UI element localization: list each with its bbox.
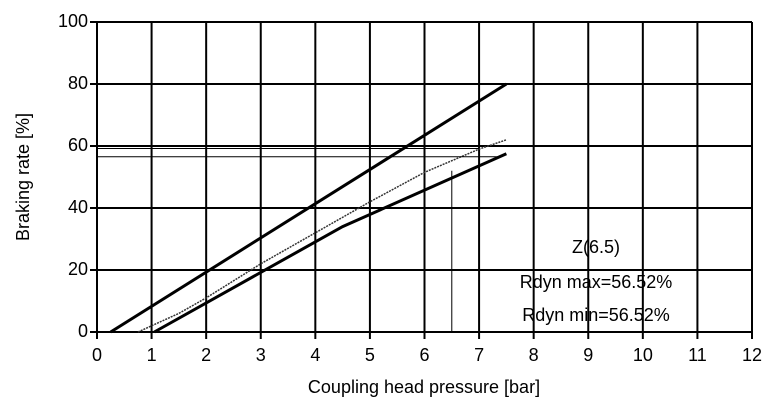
y-tick-label: 80 — [68, 73, 88, 93]
x-tick-label: 0 — [92, 345, 102, 365]
annotation: Rdyn max=56.52% — [520, 272, 673, 292]
x-tick-label: 3 — [256, 345, 266, 365]
x-axis-label: Coupling head pressure [bar] — [308, 377, 540, 397]
x-tick-label: 5 — [365, 345, 375, 365]
y-tick-label: 20 — [68, 259, 88, 279]
y-axis-label: Braking rate [%] — [13, 113, 33, 241]
annotation: Z(6.5) — [572, 237, 620, 257]
y-tick-label: 0 — [78, 321, 88, 341]
x-tick-label: 7 — [474, 345, 484, 365]
x-tick-label: 9 — [583, 345, 593, 365]
y-tick-label: 40 — [68, 197, 88, 217]
series-line — [109, 82, 508, 334]
x-tick-label: 2 — [201, 345, 211, 365]
x-tick-label: 10 — [633, 345, 653, 365]
x-tick-label: 1 — [147, 345, 157, 365]
y-tick-label: 100 — [58, 11, 88, 31]
x-tick-label: 4 — [310, 345, 320, 365]
x-tick-label: 8 — [529, 345, 539, 365]
x-tick-label: 12 — [742, 345, 762, 365]
y-tick-label: 60 — [68, 135, 88, 155]
x-tick-label: 11 — [688, 345, 707, 365]
annotation: Rdyn min=56.52% — [522, 305, 670, 325]
x-tick-label: 6 — [419, 345, 429, 365]
